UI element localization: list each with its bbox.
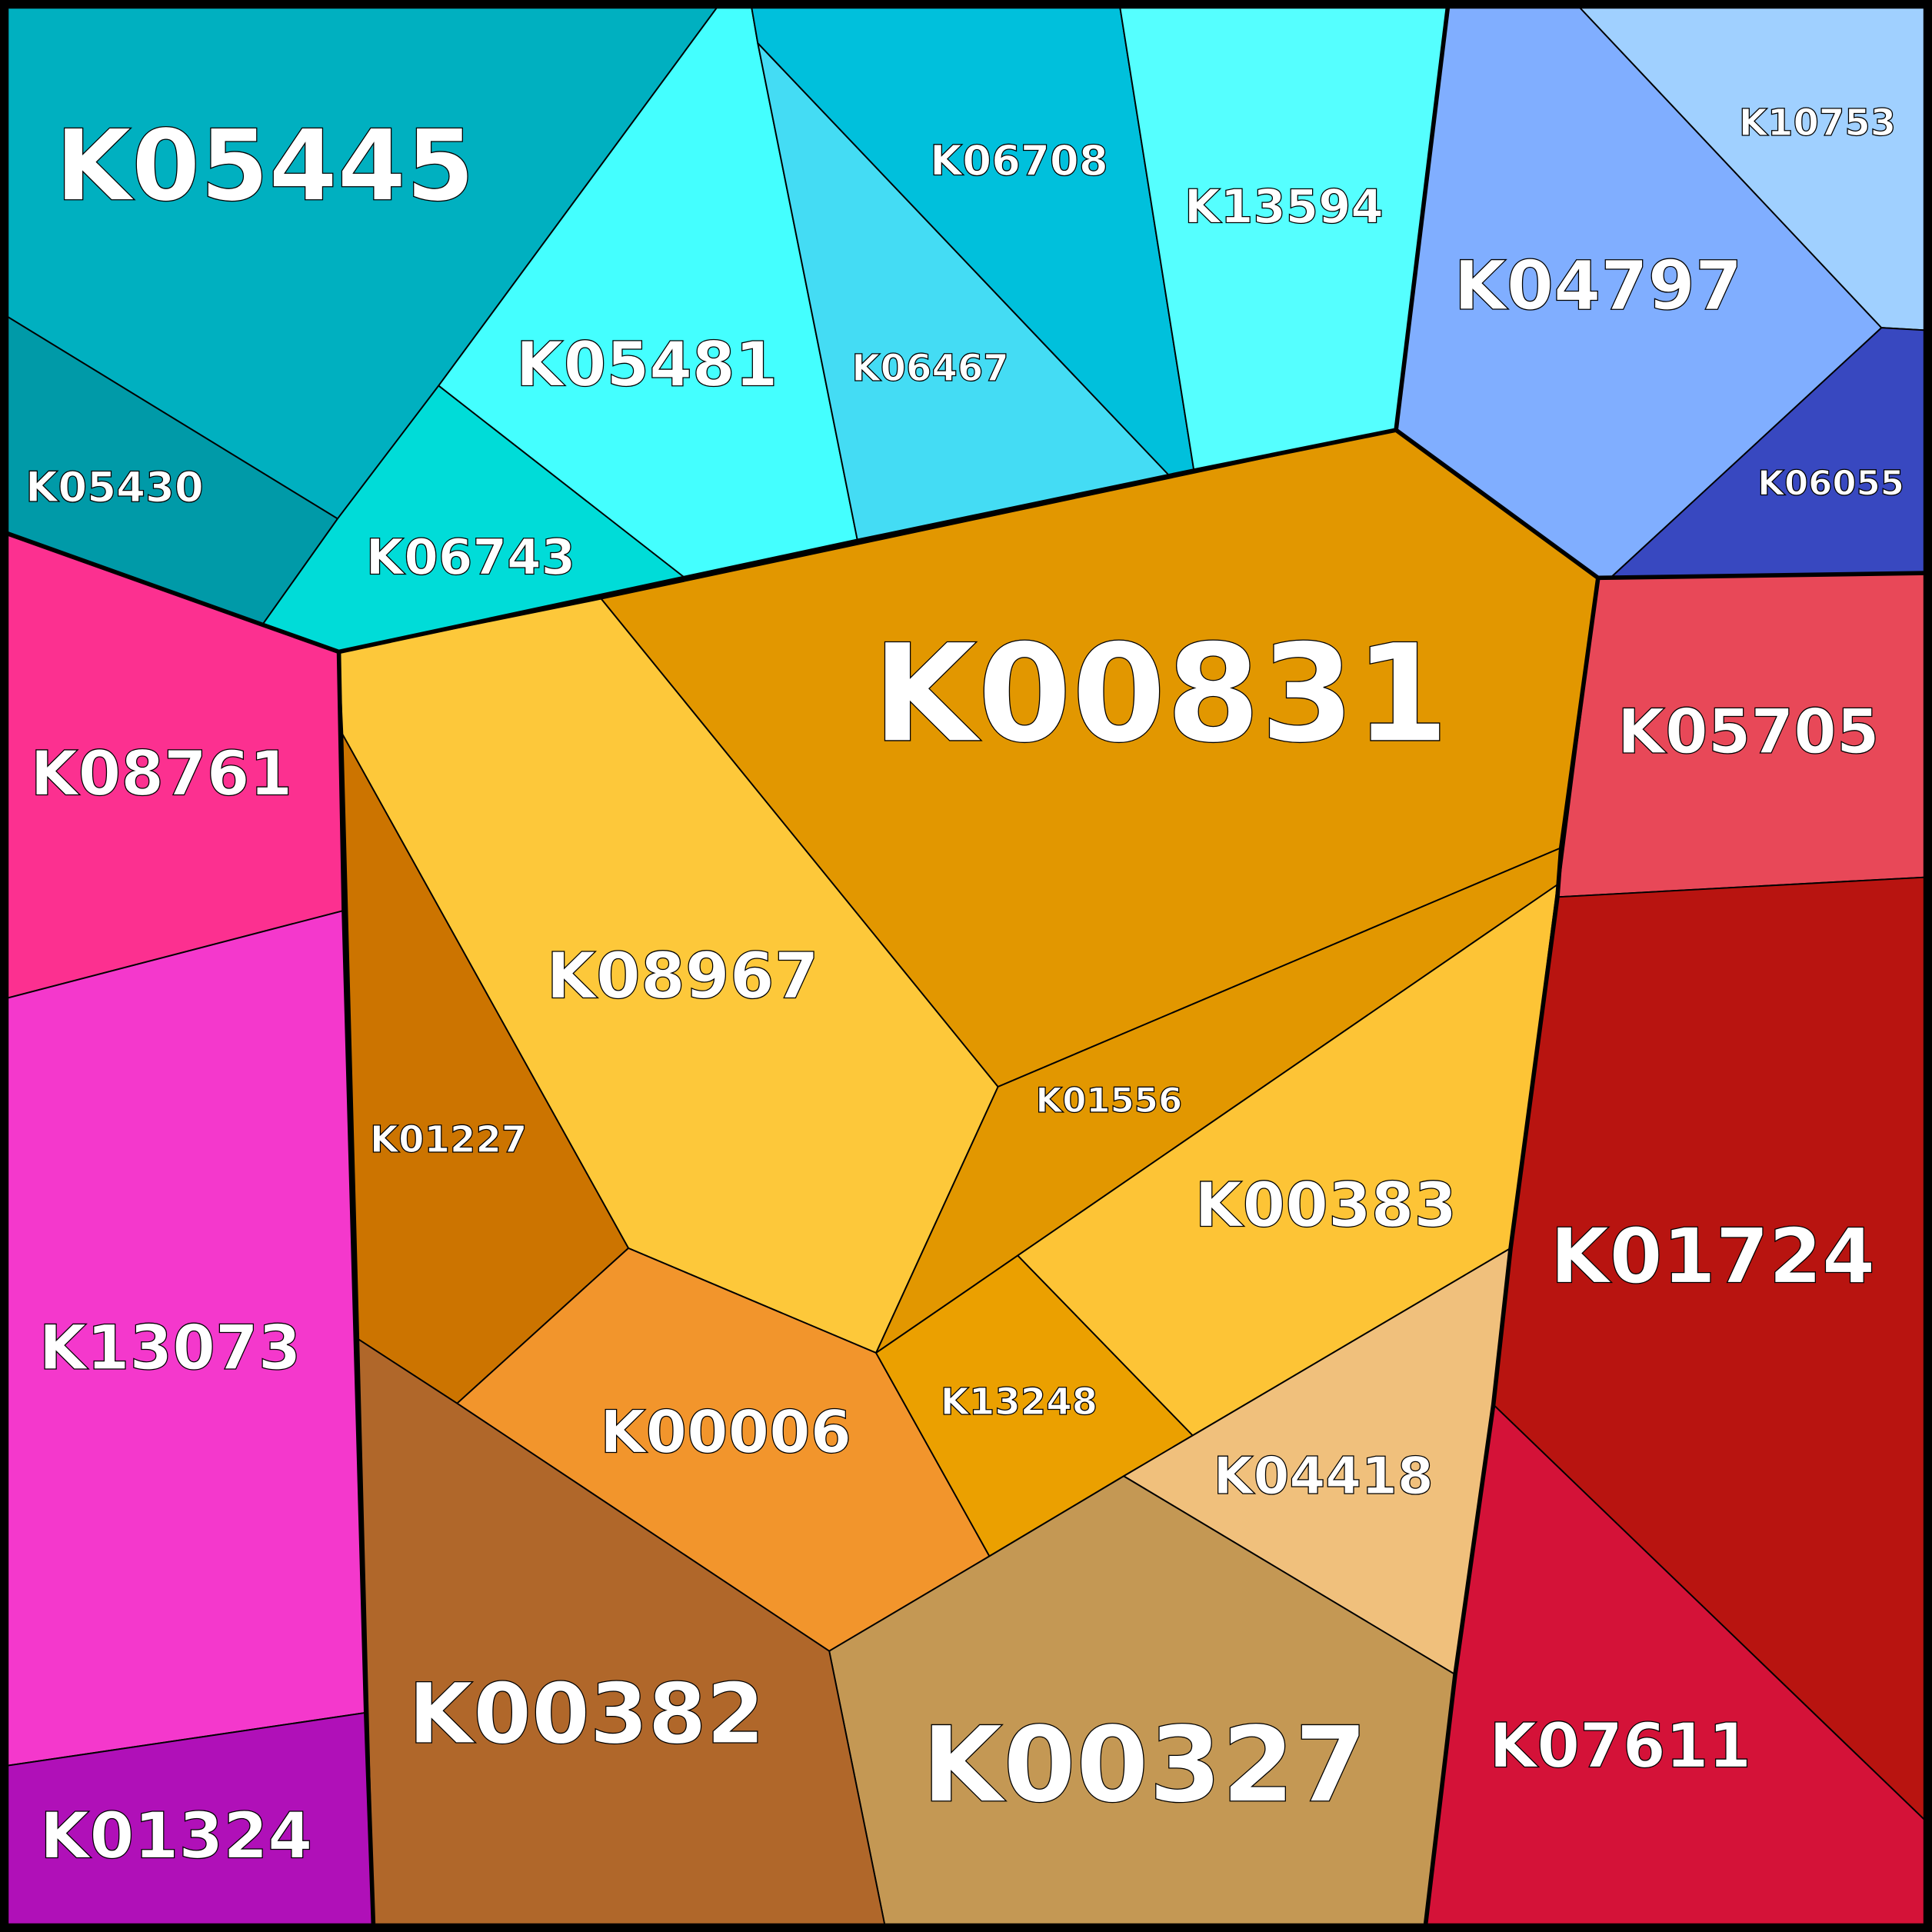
cell-label: K06708 [930, 135, 1108, 185]
cell-label: K06743 [366, 530, 576, 587]
cell-label: K05481 [516, 329, 778, 401]
cell-label: K05445 [55, 109, 475, 224]
cell-label: K01227 [370, 1118, 527, 1161]
cell-label: K01556 [1035, 1080, 1182, 1121]
cell-label: K00383 [1194, 1169, 1457, 1241]
cell-label: K07611 [1489, 1710, 1751, 1782]
cell-label: K01324 [40, 1799, 312, 1874]
cell-label: K13594 [1184, 180, 1384, 235]
group-border [6, 428, 1932, 655]
cell-label: K08761 [31, 738, 293, 810]
cell-label: K10753 [1739, 102, 1896, 145]
cell-label: K00327 [922, 1705, 1367, 1827]
cell-label: K00831 [872, 615, 1449, 773]
cell-label: K05430 [25, 462, 204, 511]
cell-label: K08967 [546, 938, 818, 1013]
cell-label: K00006 [600, 1399, 851, 1467]
cells [6, 6, 1932, 1926]
cell-label: K01724 [1551, 1213, 1875, 1301]
cell-label: K04797 [1454, 246, 1742, 325]
labels: K05445 K05430 K06743 K05481 K06467 K06708 K135… [25, 102, 1905, 1874]
cell-label: K00382 [408, 1665, 764, 1763]
group-border [1423, 577, 1601, 1925]
cell-label: K06055 [1757, 463, 1904, 504]
cell-label: K13073 [39, 1312, 301, 1384]
group-border [1394, 7, 1451, 431]
cell-label: K05705 [1617, 696, 1880, 768]
cell-label: K13248 [941, 1381, 1098, 1424]
group-border [336, 651, 376, 1925]
cell-label: K04418 [1214, 1446, 1434, 1506]
cell-label: K06467 [851, 347, 1008, 390]
